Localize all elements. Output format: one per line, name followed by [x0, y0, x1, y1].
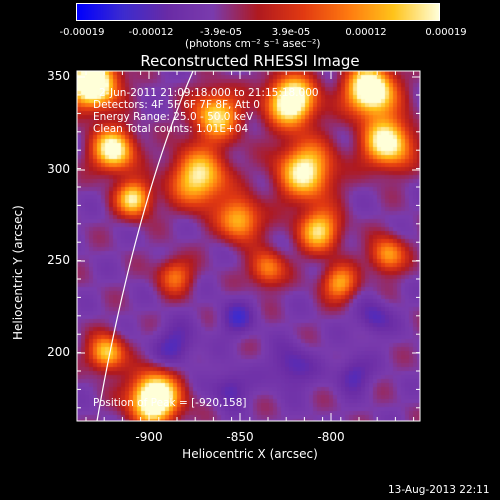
x-axis-label: Heliocentric X (arcsec)	[182, 447, 318, 461]
annotation-detectors: Detectors: 4F 5F 6F 7F 8F, Att 0	[93, 99, 260, 111]
annotation-energy: Energy Range: 25.0 - 50.0 keV	[93, 111, 254, 123]
y-axis-label: Heliocentric Y (arcsec)	[11, 205, 25, 340]
chart-title: Reconstructed RHESSI Image	[140, 52, 360, 70]
y-tick-label-350: 350	[47, 69, 70, 83]
colorbar-tick-6: 0.00019	[425, 27, 467, 38]
annotation-clean: Clean Total counts: 1.01E+04	[93, 123, 249, 135]
colorbar-tick-2: -0.00012	[128, 27, 174, 38]
colorbar-unit-label: (photons cm⁻² s⁻¹ asec⁻²)	[185, 38, 321, 50]
colorbar	[76, 3, 440, 21]
x-tick-label-850: -850	[226, 430, 254, 444]
footer-timestamp: 13-Aug-2013 22:11	[388, 484, 490, 496]
x-tick-label-900: -900	[135, 430, 163, 444]
colorbar-tick-5: 0.00012	[345, 27, 387, 38]
annotation-time: 2-Jun-2011 21:09:18.000 to 21:15:18.000	[99, 87, 319, 99]
plot-frame	[76, 70, 421, 422]
solar-limb-curve	[96, 70, 194, 422]
y-tick-label-300: 300	[47, 162, 70, 176]
colorbar-tick-4: 3.9e-05	[271, 27, 311, 38]
axis-tick-marks	[77, 71, 420, 421]
colorbar-tick-3: -3.9e-05	[200, 27, 242, 38]
y-tick-label-250: 250	[47, 253, 70, 267]
annotation-peak: Position of Peak = [-920,158]	[93, 397, 247, 409]
y-tick-label-200: 200	[47, 345, 70, 359]
x-tick-label-800: -800	[317, 430, 345, 444]
colorbar-tick-1: -0.00019	[59, 27, 105, 38]
